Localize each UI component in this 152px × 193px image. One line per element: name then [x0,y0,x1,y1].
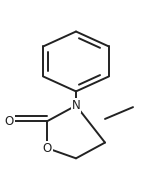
Text: O: O [5,115,14,128]
Text: O: O [42,142,52,155]
Text: N: N [72,99,80,112]
